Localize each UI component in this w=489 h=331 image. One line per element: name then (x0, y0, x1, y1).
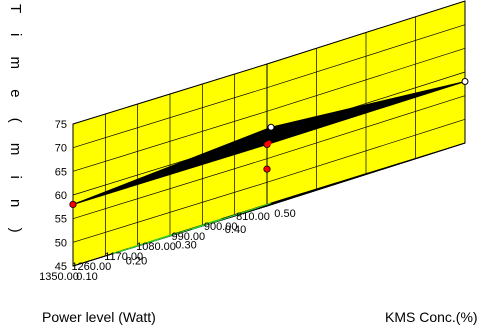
design-point-center (266, 140, 272, 146)
frame-group (72, 1, 466, 266)
design-point-open (267, 123, 275, 131)
y-axis-title: Power level (Watt) (42, 309, 156, 325)
x-tick-label: 0.30 (175, 240, 196, 252)
design-point-filled (69, 200, 77, 209)
x-tick-label: 0.10 (76, 271, 97, 283)
design-point-filled (263, 165, 271, 173)
z-tick-label: 45 (55, 261, 67, 273)
y-tick-label: 810.00 (236, 211, 270, 223)
x-tick-label: 0.20 (126, 255, 147, 267)
contour-group (112, 202, 272, 255)
y-tick-label: 1260.00 (71, 261, 111, 273)
y-tick-label: 990.00 (172, 231, 206, 243)
y-tick-label: 1080.00 (136, 241, 176, 253)
ticks-group: 45505560657075810.00900.00990.001080.001… (39, 119, 296, 283)
x-tick-label: 0.50 (274, 208, 295, 220)
y-tick-label: 1350.00 (39, 271, 79, 283)
z-tick-label: 60 (55, 190, 67, 202)
contour-line (191, 202, 272, 230)
z-tick-label: 50 (55, 237, 67, 249)
x-axis-title: KMS Conc.(%) (385, 309, 478, 325)
points-group (69, 77, 469, 209)
x-tick-label: 0.40 (225, 224, 246, 236)
z-tick-label: 75 (55, 119, 67, 131)
z-tick-label: 70 (55, 143, 67, 155)
design-point-open (461, 77, 469, 85)
y-tick-label: 1170.00 (104, 251, 143, 263)
y-tick-label: 900.00 (204, 221, 238, 233)
z-tick-label: 55 (55, 214, 67, 226)
z-tick-label: 65 (55, 166, 67, 178)
